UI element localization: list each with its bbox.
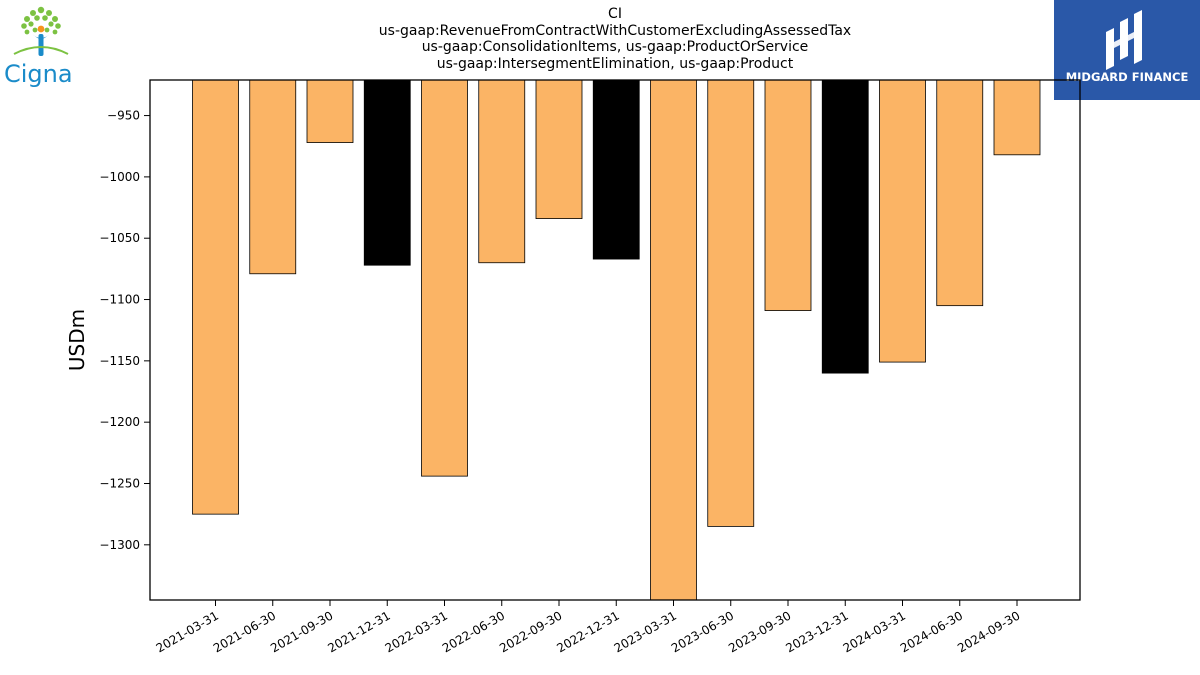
x-tick-label: 2022-09-30: [497, 608, 564, 655]
x-tick-label: 2021-06-30: [211, 608, 278, 655]
chart-title: CI us-gaap:RevenueFromContractWithCustom…: [150, 6, 1080, 72]
y-tick-label: −1150: [99, 354, 140, 368]
cigna-wordmark: Cigna: [4, 60, 73, 88]
cigna-tree-of-life-icon: Cigna: [4, 6, 73, 88]
bar-2021-06-30: [249, 79, 297, 275]
x-tick-label: 2022-12-31: [554, 608, 621, 655]
bar-2023-09-30: [764, 79, 812, 311]
x-tick-label: 2022-06-30: [440, 608, 507, 655]
bar-2021-09-30: [306, 79, 354, 143]
y-tick-label: −1100: [99, 293, 140, 307]
midgard-finance-logo: MIDGARD FINANCE: [1054, 0, 1200, 100]
y-tick-label: −1300: [99, 538, 140, 552]
bar-2023-06-30: [707, 79, 755, 527]
bars-group: [192, 79, 1041, 601]
bar-2021-03-31: [192, 79, 239, 515]
cigna-logo: Cigna: [2, 4, 84, 90]
y-tick-label: −1200: [99, 415, 140, 429]
bar-2024-06-30: [936, 79, 984, 307]
x-tick-label: 2023-03-31: [612, 608, 679, 655]
title-line-ticker: CI: [608, 6, 622, 22]
bar-2022-03-31: [421, 79, 468, 477]
bar-2023-03-31: [650, 79, 697, 601]
title-line-axes: us-gaap:ConsolidationItems, us-gaap:Prod…: [421, 39, 809, 55]
bar-2022-12-31: [592, 79, 640, 260]
bar-2021-12-31: [363, 79, 411, 266]
y-axis-label: USDm: [65, 309, 89, 371]
midgard-monogram-icon: [1106, 10, 1142, 70]
x-tick-label: 2024-03-31: [841, 608, 908, 655]
x-tick-label: 2024-09-30: [955, 608, 1022, 655]
y-tick-label: −1250: [99, 476, 140, 490]
plot-frame: [149, 79, 1081, 601]
bar-2022-06-30: [478, 79, 526, 264]
x-tick-label: 2024-06-30: [898, 608, 965, 655]
y-axis: −950 −1000 −1050 −1100 −1150 −1200 −1250 −1300: [99, 109, 150, 552]
midgard-wordmark: MIDGARD FINANCE: [1065, 70, 1189, 84]
x-tick-label: 2022-03-31: [383, 608, 450, 655]
y-tick-label: −1050: [99, 231, 140, 245]
x-tick-label: 2023-12-31: [783, 608, 850, 655]
x-tick-label: 2023-06-30: [669, 608, 736, 655]
x-tick-label: 2021-09-30: [268, 608, 335, 655]
title-line-concept: us-gaap:RevenueFromContractWithCustomerE…: [378, 22, 852, 39]
bar-2023-12-31: [821, 79, 869, 374]
bar-2024-03-31: [879, 79, 926, 363]
x-tick-label: 2021-03-31: [154, 608, 221, 655]
x-tick-label: 2021-12-31: [325, 608, 392, 655]
x-tick-label: 2023-09-30: [726, 608, 793, 655]
y-tick-label: −950: [107, 109, 140, 123]
title-line-members: us-gaap:IntersegmentElimination, us-gaap…: [436, 55, 794, 72]
bar-2024-09-30: [993, 79, 1041, 156]
x-axis: 2021-03-312021-06-302021-09-302021-12-31…: [154, 600, 1023, 655]
bar-2022-09-30: [535, 79, 583, 219]
y-tick-label: −1000: [99, 170, 140, 184]
